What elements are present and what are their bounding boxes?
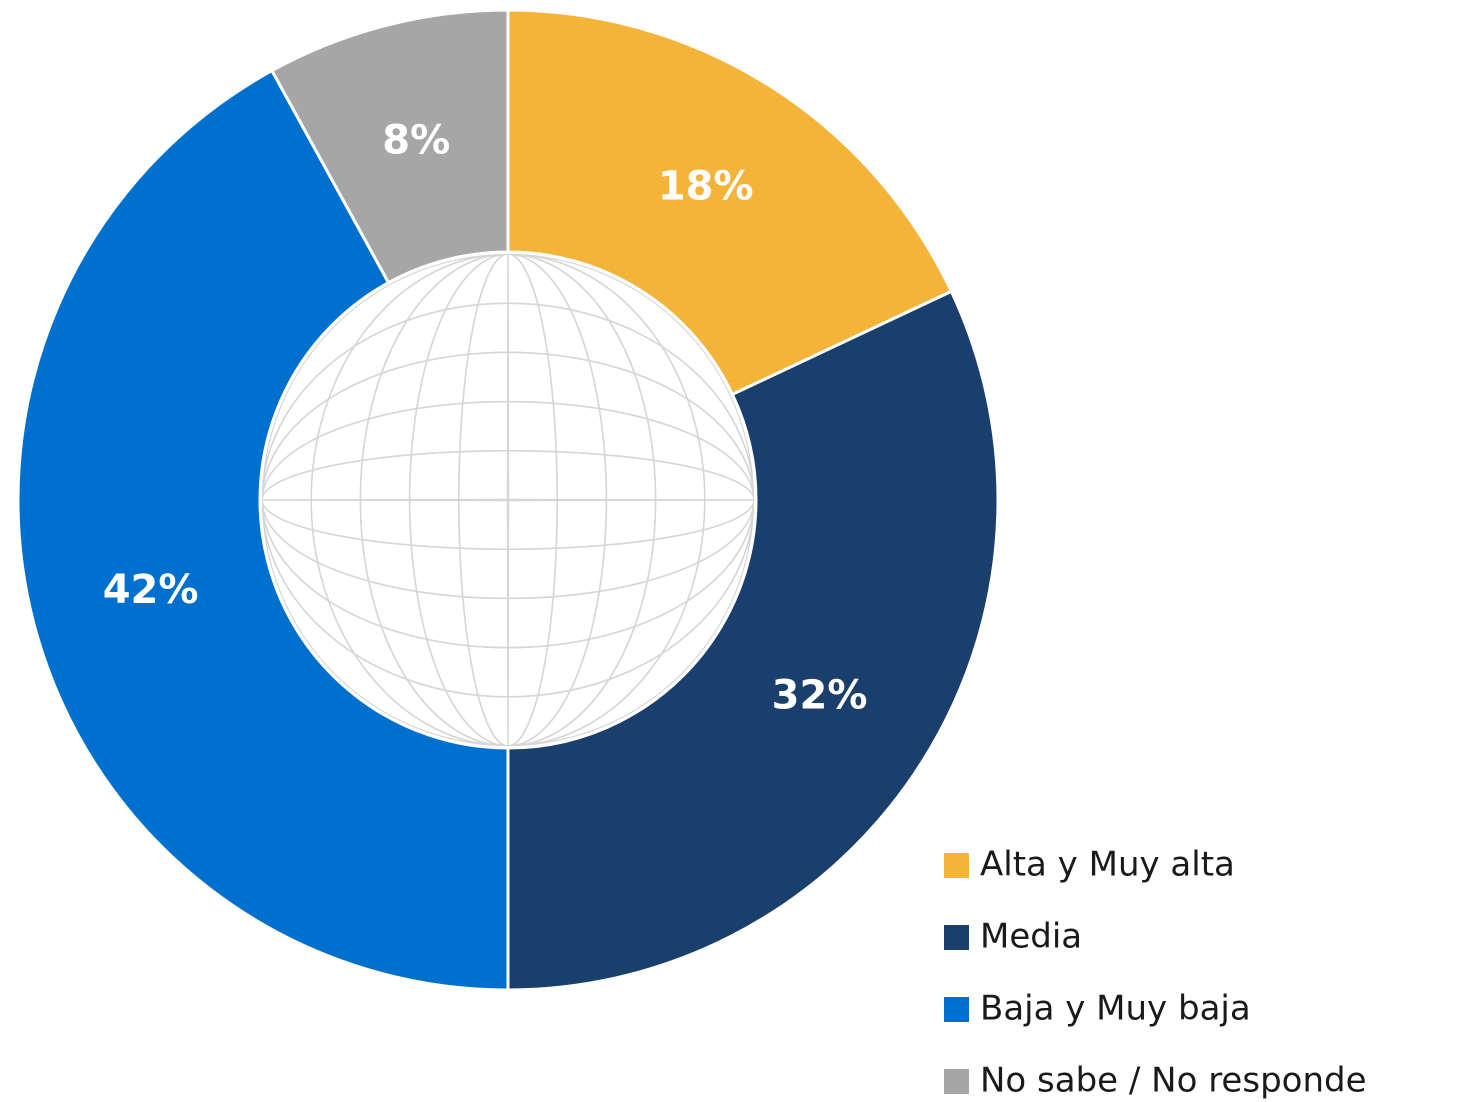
- legend-label: Media: [980, 917, 1082, 957]
- value-label: 18%: [658, 163, 754, 209]
- globe-parallel: [262, 450, 754, 550]
- value-label: 32%: [772, 673, 868, 719]
- globe-parallel: [262, 302, 754, 698]
- legend: Alta y Muy alta Media Baja y Muy baja No sa…: [944, 845, 1367, 1101]
- globe-parallel: [262, 498, 754, 502]
- globe-meridian: [310, 254, 706, 746]
- legend-label: No sabe / No responde: [980, 1061, 1367, 1101]
- value-label: 8%: [382, 118, 450, 164]
- legend-label: Baja y Muy baja: [980, 989, 1251, 1029]
- legend-label: Alta y Muy alta: [980, 845, 1235, 885]
- slice: [506, 8, 954, 397]
- globe-meridian: [408, 254, 608, 746]
- globe-meridian: [359, 254, 657, 746]
- value-labels: 18% 32% 42% 8%: [103, 118, 868, 719]
- globe-parallel: [262, 351, 754, 649]
- legend-swatch: [944, 997, 969, 1022]
- legend-swatch: [944, 1069, 969, 1094]
- slice: [506, 289, 1000, 992]
- slice: [269, 8, 510, 285]
- slice: [16, 68, 510, 992]
- legend-swatch: [944, 925, 969, 950]
- slices: [16, 8, 1000, 992]
- globe-meridian: [458, 254, 558, 746]
- value-label: 42%: [103, 567, 199, 613]
- globe-decoration: [262, 254, 754, 746]
- globe-parallel: [262, 400, 754, 600]
- legend-swatch: [944, 853, 969, 878]
